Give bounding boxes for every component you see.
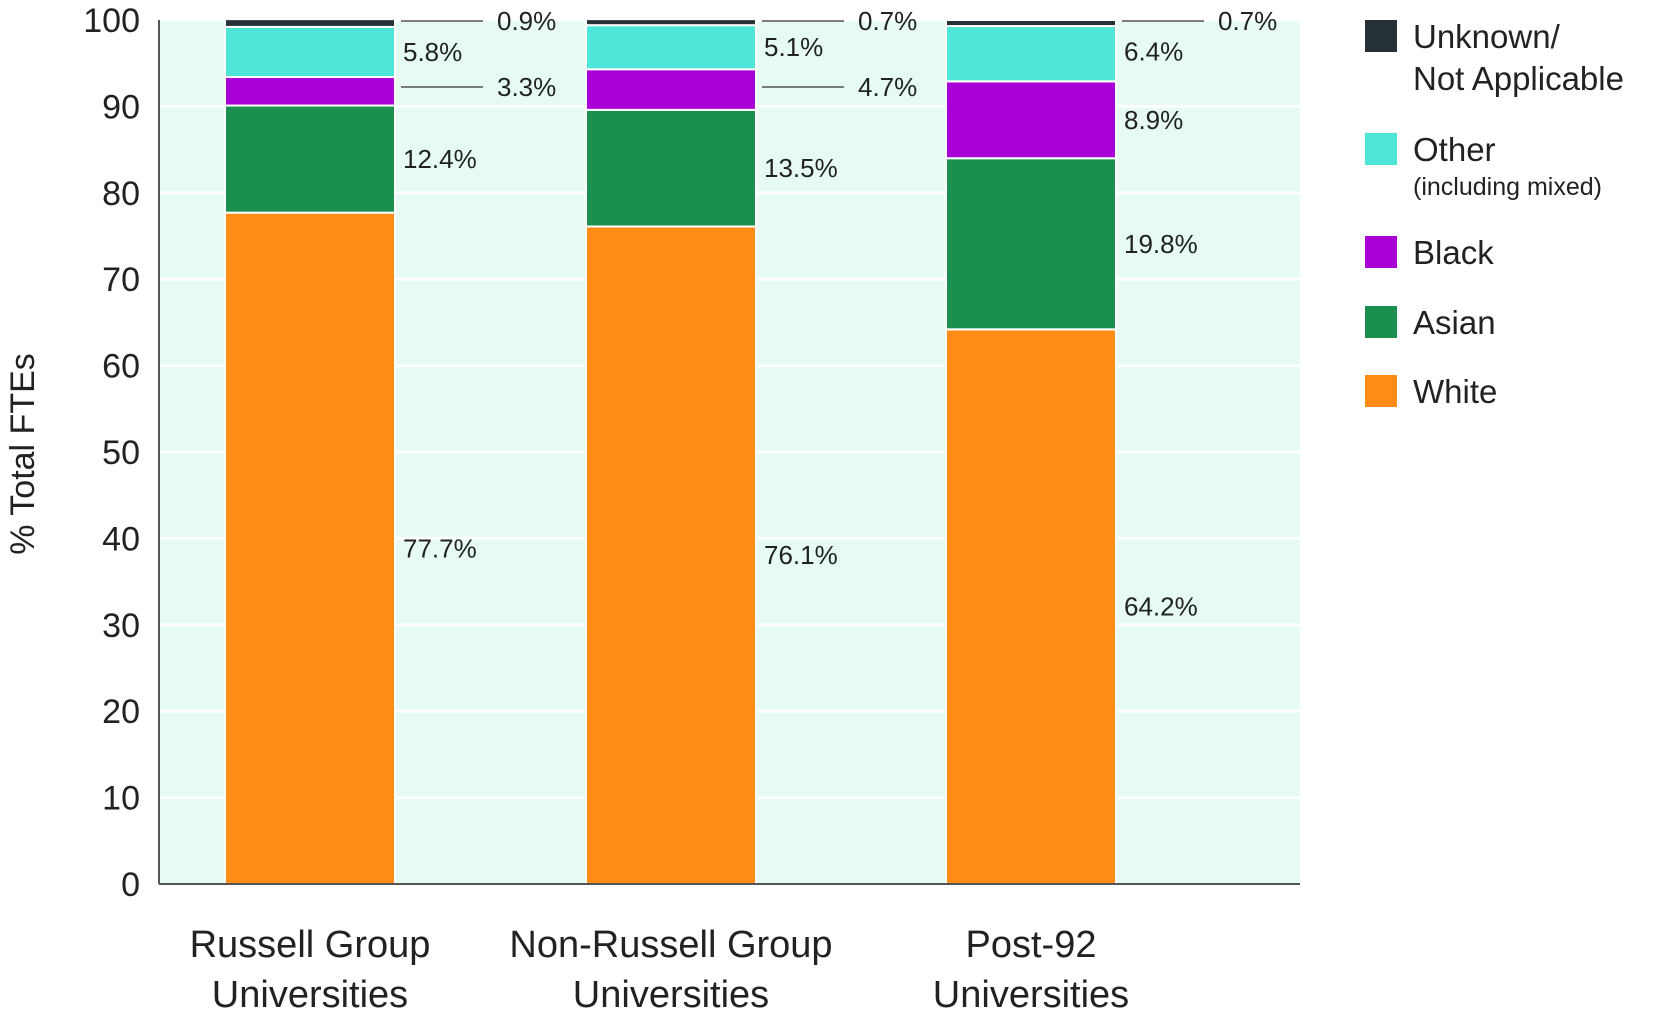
legend-label-line: Not Applicable <box>1413 60 1624 97</box>
bar-segment-black-1 <box>585 68 757 111</box>
bar-segment-white-1 <box>585 225 757 886</box>
data-label-2-2: 8.9% <box>1124 105 1183 135</box>
data-label-2-1: 4.7% <box>858 72 917 102</box>
legend-swatch-0 <box>1365 375 1397 407</box>
data-label-3-1: 5.1% <box>764 32 823 62</box>
bar-segment-unknown-not-applicable-2 <box>945 19 1117 28</box>
bars <box>224 18 1117 886</box>
y-tick-label-80: 80 <box>102 175 140 213</box>
y-tick-label-90: 90 <box>102 88 140 126</box>
data-label-1-2: 19.8% <box>1124 229 1198 259</box>
y-tick-label-0: 0 <box>121 866 140 904</box>
category-label-line: Universities <box>933 974 1129 1016</box>
bar-segment-white-0 <box>224 211 396 885</box>
legend-swatch-2 <box>1365 236 1397 268</box>
legend-swatch-3 <box>1365 133 1397 165</box>
y-tick-label-50: 50 <box>102 434 140 472</box>
bar-segment-unknown-not-applicable-0 <box>224 18 396 28</box>
y-tick-label-10: 10 <box>102 780 140 818</box>
bar-segment-other-1 <box>585 24 757 71</box>
y-axis-title: % Total FTEs <box>4 353 42 555</box>
category-label-1: Non-Russell Group Universities <box>509 924 832 1016</box>
legend-sublabel-3: (including mixed) <box>1413 173 1602 201</box>
y-tick-label-20: 20 <box>102 693 140 731</box>
category-label-2: Post-92 Universities <box>933 924 1129 1016</box>
data-label-1-1: 13.5% <box>764 153 838 183</box>
y-tick-label-100: 100 <box>83 2 140 40</box>
data-label-0-1: 76.1% <box>764 540 838 570</box>
bar-segment-white-2 <box>945 328 1117 885</box>
y-tick-label-70: 70 <box>102 261 140 299</box>
y-tick-label-30: 30 <box>102 607 140 645</box>
legend-label-line: Other <box>1413 131 1496 168</box>
data-label-0-2: 64.2% <box>1124 592 1198 622</box>
legend-label-line: White <box>1413 373 1497 410</box>
category-label-line: Non-Russell Group <box>509 924 832 966</box>
data-label-3-0: 5.8% <box>403 37 462 67</box>
bar-segment-asian-1 <box>585 108 757 228</box>
legend-label-line: Unknown/ <box>1413 18 1561 55</box>
category-label-0: Russell Group Universities <box>190 924 431 1016</box>
data-label-4-1: 0.7% <box>858 6 917 36</box>
bar-segment-black-2 <box>945 80 1117 160</box>
data-label-4-0: 0.9% <box>497 6 556 36</box>
legend-label-4: Unknown/Not Applicable <box>1413 18 1624 97</box>
bar-segment-asian-0 <box>224 104 396 214</box>
data-label-2-0: 3.3% <box>497 72 556 102</box>
category-label-line: Russell Group <box>190 924 431 966</box>
axes <box>158 20 1300 885</box>
category-label-line: Post-92 <box>966 924 1097 966</box>
legend-swatch-4 <box>1365 20 1397 52</box>
legend: Unknown/Not Applicable Other (including mi… <box>1365 18 1624 410</box>
y-tick-label-60: 60 <box>102 348 140 386</box>
legend-label-0: White <box>1413 373 1497 410</box>
data-label-0-0: 77.7% <box>403 533 477 563</box>
bar-segment-black-0 <box>224 76 396 107</box>
legend-swatch-1 <box>1365 306 1397 338</box>
data-label-3-2: 6.4% <box>1124 37 1183 67</box>
legend-label-1: Asian <box>1413 304 1496 341</box>
data-label-4-2: 0.7% <box>1218 6 1277 36</box>
legend-label-3: Other <box>1413 131 1496 168</box>
category-label-line: Universities <box>212 974 408 1016</box>
y-tick-labels: 0 10 20 30 40 50 60 70 80 90 100 <box>83 2 140 904</box>
bar-segment-asian-2 <box>945 157 1117 331</box>
y-tick-label-40: 40 <box>102 520 140 558</box>
legend-label-line: Asian <box>1413 304 1496 341</box>
data-label-1-0: 12.4% <box>403 144 477 174</box>
bar-segment-unknown-not-applicable-1 <box>585 18 757 27</box>
data-labels: 77.7% 76.1% 64.2% 12.4% 13.5% 19.8% 3.3% 4.7% 8.… <box>401 6 1277 622</box>
legend-label-2: Black <box>1413 234 1494 271</box>
bar-segment-other-2 <box>945 25 1117 83</box>
category-label-line: Universities <box>573 974 769 1016</box>
legend-label-line: Black <box>1413 234 1494 271</box>
bar-segment-other-0 <box>224 25 396 79</box>
